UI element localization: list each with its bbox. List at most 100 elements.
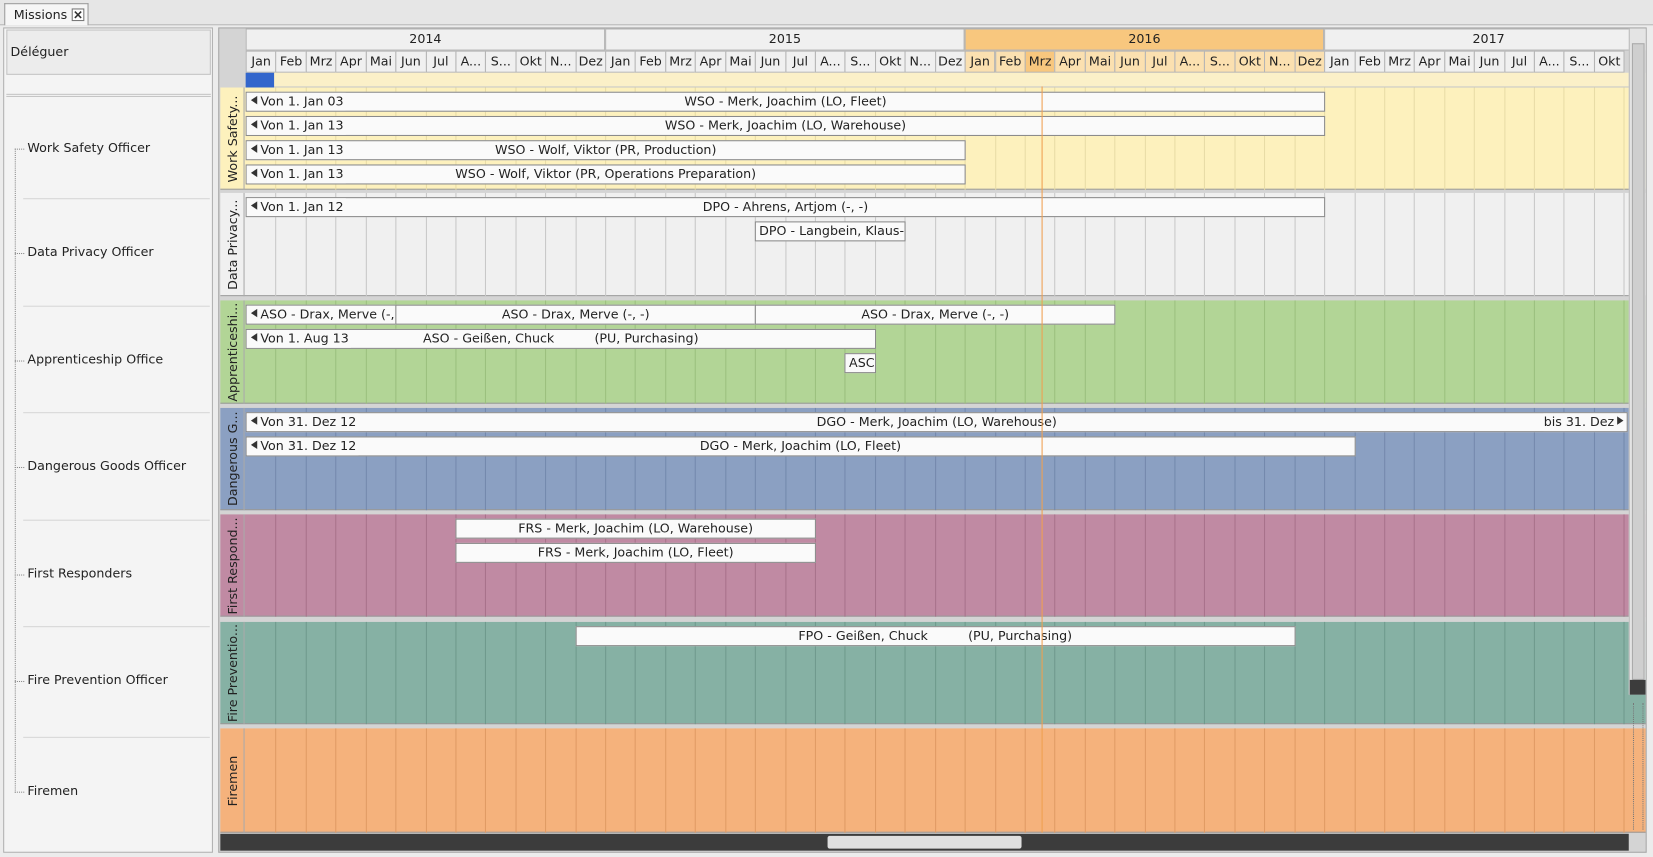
month-grid xyxy=(1204,728,1206,833)
month-grid xyxy=(665,300,667,404)
zoom-slider[interactable] xyxy=(1632,703,1644,830)
month-grid xyxy=(1593,621,1595,725)
month-grid xyxy=(275,192,277,297)
month-grid xyxy=(754,300,757,404)
month-grid xyxy=(754,514,757,617)
month-grid xyxy=(605,407,607,511)
month-header: Dez xyxy=(575,50,607,73)
month-grid xyxy=(844,514,846,617)
lane: Data Privacy... DPO - Ahrens, Artjom (-, … xyxy=(220,192,1646,297)
lane-label: Data Privacy... xyxy=(225,199,241,290)
month-grid xyxy=(335,514,337,617)
tree-item[interactable]: Apprenticeship Office xyxy=(27,352,164,367)
month-grid xyxy=(1623,621,1625,725)
arrow-left xyxy=(250,95,258,105)
month-grid xyxy=(1024,407,1026,511)
month-header: A... xyxy=(814,50,846,73)
mission-bar[interactable]: ASO - Drax, Merve (-, xyxy=(245,304,397,325)
month-grid xyxy=(1384,407,1386,511)
month-grid xyxy=(365,87,367,190)
month-grid xyxy=(724,192,727,297)
month-grid xyxy=(605,192,607,297)
tree-item[interactable]: First Responders xyxy=(27,566,133,581)
month-grid xyxy=(665,621,667,725)
month-header: Okt xyxy=(1234,50,1266,73)
month-grid xyxy=(365,514,367,617)
tree-connector xyxy=(14,252,25,255)
lane-label-cell xyxy=(220,728,245,833)
month-grid xyxy=(425,300,427,404)
month-grid xyxy=(1414,407,1416,511)
timeline: 2014 2015 2016 2017 Jan Feb Mrz Apr Mai Jun Jul A..… xyxy=(218,27,1647,853)
mission-bar[interactable]: ASO - Drax, Merve (-, -) xyxy=(395,304,757,325)
month-grid xyxy=(1084,407,1086,511)
lane-label-cell xyxy=(220,300,245,404)
mission-bar[interactable]: DPO - Langbein, Klaus-Pe xyxy=(754,221,906,242)
month-grid xyxy=(635,407,637,511)
month-grid xyxy=(1354,514,1356,617)
mission-bar[interactable]: ASC xyxy=(844,353,876,374)
month-grid xyxy=(814,621,816,725)
month-grid xyxy=(1384,728,1386,833)
mission-bar[interactable]: FRS - Merk, Joachim (LO, Fleet) xyxy=(455,542,816,563)
mission-bar[interactable]: WSO - Wolf, Viktor (PR, Operations Prepa… xyxy=(245,164,966,185)
month-grid xyxy=(1533,407,1535,511)
month-grid xyxy=(1384,300,1386,404)
year-header: 2017 xyxy=(1324,28,1646,51)
mission-bar[interactable]: DGO - Merk, Joachim (LO, Fleet) Von 31. D… xyxy=(245,436,1356,457)
month-grid xyxy=(575,192,577,297)
tab[interactable]: Missions xyxy=(4,3,89,26)
mission-bar[interactable]: FPO - Geißen, Chuck (PU, Purchasing) xyxy=(575,626,1296,647)
mission-bar[interactable]: ASO - Geißen, Chuck (PU, Purchasing) Von … xyxy=(245,328,876,349)
tree-item[interactable]: Dangerous Goods Officer xyxy=(27,458,187,474)
month-grid xyxy=(395,728,397,833)
mission-bar[interactable]: WSO - Merk, Joachim (LO, Fleet) Von 1. Ja… xyxy=(245,91,1326,112)
month-grid xyxy=(575,728,577,833)
month-grid xyxy=(844,621,846,725)
close-icon xyxy=(74,11,82,19)
month-header: Mai xyxy=(724,50,757,73)
h-scroll-thumb[interactable] xyxy=(827,835,1022,849)
month-grid xyxy=(1474,407,1476,511)
tab-close[interactable] xyxy=(71,8,85,22)
tree-item[interactable]: Work Safety Officer xyxy=(27,140,151,155)
month-grid xyxy=(455,192,457,297)
lane-label: Firemen xyxy=(225,755,241,806)
month-header: Apr xyxy=(695,50,727,73)
mission-bar[interactable]: DGO - Merk, Joachim (LO, Warehouse) Von 3… xyxy=(245,412,1628,433)
month-grid xyxy=(695,407,697,511)
v-scroll-down[interactable] xyxy=(1629,679,1646,695)
month-grid xyxy=(1533,192,1535,297)
month-grid xyxy=(1294,300,1296,404)
mission-bar[interactable]: WSO - Wolf, Viktor (PR, Production) Von 1… xyxy=(245,140,966,161)
month-grid xyxy=(1503,192,1506,297)
tree-item[interactable]: Firemen xyxy=(27,783,79,798)
month-grid xyxy=(1563,728,1565,833)
tab-title: Missions xyxy=(13,7,68,23)
lane: Work Safety... WSO - Merk, Joachim (LO, F… xyxy=(220,87,1646,190)
month-grid xyxy=(1384,621,1386,725)
mission-bar[interactable]: DPO - Ahrens, Artjom (-, -) Von 1. Jan 12 xyxy=(245,197,1326,218)
month-grid xyxy=(305,728,307,833)
month-grid xyxy=(1623,514,1625,617)
month-grid xyxy=(635,300,637,404)
month-grid xyxy=(455,728,457,833)
v-scroll-thumb[interactable] xyxy=(1631,43,1645,680)
month-grid xyxy=(814,407,816,511)
month-grid xyxy=(1114,621,1116,725)
tree-item[interactable]: Fire Prevention Officer xyxy=(27,672,168,688)
month-grid xyxy=(485,407,487,511)
month-grid xyxy=(1114,728,1116,833)
month-grid xyxy=(1533,87,1535,190)
mission-bar[interactable]: ASO - Drax, Merve (-, -) xyxy=(754,304,1116,325)
lane-label-cell xyxy=(220,621,245,725)
month-header: Mrz xyxy=(305,50,337,73)
tree-item[interactable]: Data Privacy Officer xyxy=(27,244,154,260)
arrow-right xyxy=(1617,416,1624,425)
month-grid xyxy=(1563,514,1565,617)
mission-bar[interactable]: FRS - Merk, Joachim (LO, Warehouse) xyxy=(455,518,816,539)
month-grid xyxy=(724,514,727,617)
month-grid xyxy=(1234,192,1236,297)
mission-bar[interactable]: WSO - Merk, Joachim (LO, Warehouse) Von 1… xyxy=(245,115,1326,136)
month-grid xyxy=(695,87,697,190)
